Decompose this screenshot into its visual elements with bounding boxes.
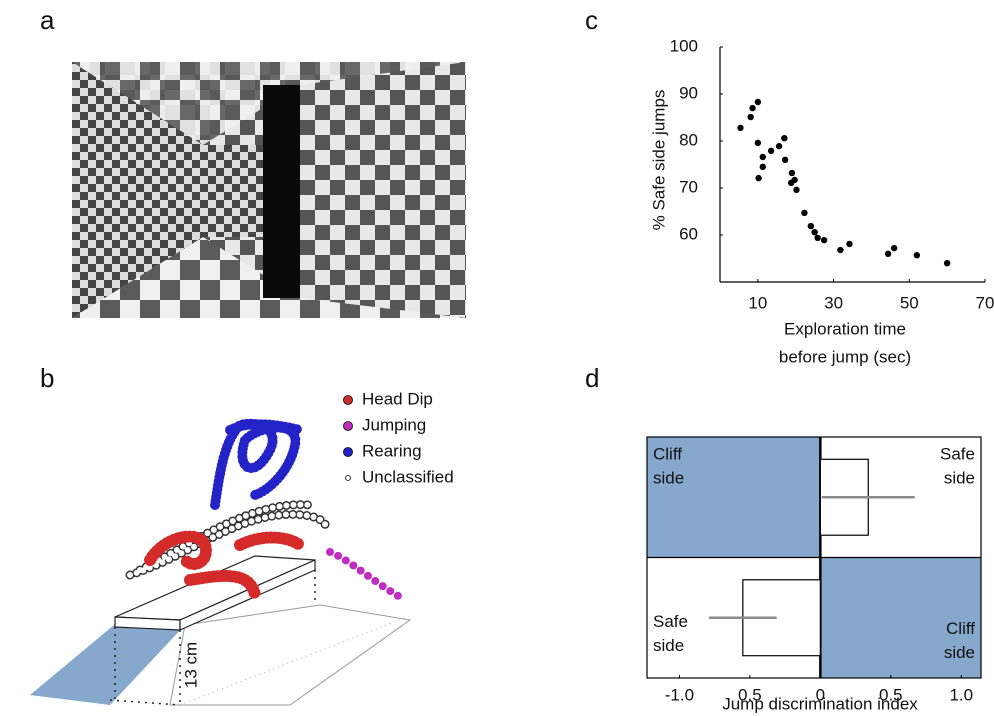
quadrant-label: side bbox=[944, 468, 975, 487]
legend-label: Unclassified bbox=[362, 467, 454, 486]
corridor-image bbox=[72, 62, 466, 318]
quadrant-label: side bbox=[653, 636, 684, 655]
quadrant-label: side bbox=[653, 468, 684, 487]
y-tick-label: 80 bbox=[679, 130, 698, 149]
point bbox=[793, 186, 800, 194]
point bbox=[820, 236, 828, 244]
point bbox=[759, 163, 766, 171]
quadrant-label: Cliff bbox=[653, 444, 682, 463]
quadrant-label: Safe bbox=[940, 444, 975, 463]
panel-label: c bbox=[585, 5, 598, 35]
point bbox=[754, 98, 762, 106]
x-tick-label: -1.0 bbox=[665, 685, 694, 704]
legend-marker bbox=[343, 447, 353, 457]
point bbox=[781, 156, 789, 163]
panel-label: d bbox=[585, 363, 599, 393]
point bbox=[788, 169, 796, 177]
point bbox=[943, 260, 951, 267]
y-tick-label: 60 bbox=[679, 224, 698, 243]
x-axis-label: Jump discrimination index bbox=[722, 694, 918, 713]
point bbox=[767, 147, 775, 155]
legend-label: Rearing bbox=[362, 441, 422, 460]
x-tick-label: 0.5 bbox=[738, 685, 762, 704]
legend-label: Jumping bbox=[362, 415, 426, 434]
point bbox=[846, 240, 853, 248]
panel-label: b bbox=[40, 363, 54, 393]
quadrant-label: Safe bbox=[653, 612, 688, 631]
x-tick-label: 1.0 bbox=[949, 685, 973, 704]
x-tick-label: 70 bbox=[976, 293, 994, 312]
x-tick-label: 30 bbox=[824, 293, 843, 312]
panel-label: a bbox=[40, 5, 55, 35]
point bbox=[749, 104, 756, 112]
x-tick-label: 0.5 bbox=[879, 685, 903, 704]
point bbox=[801, 209, 808, 217]
quadrant-label: Cliff bbox=[946, 619, 975, 638]
point bbox=[890, 244, 898, 252]
point bbox=[791, 176, 798, 184]
trajectory-illustration: 13 cm bbox=[30, 418, 412, 706]
legend-label: Head Dip bbox=[362, 389, 433, 408]
legend-marker bbox=[343, 421, 353, 431]
legend-marker bbox=[345, 475, 351, 481]
y-tick-label: 100 bbox=[670, 36, 698, 55]
point bbox=[754, 139, 762, 147]
x-tick-label: 0 bbox=[816, 685, 825, 704]
point bbox=[747, 113, 754, 121]
point bbox=[737, 124, 744, 132]
x-tick-label: 10 bbox=[748, 293, 767, 312]
legend-marker bbox=[343, 395, 353, 405]
point bbox=[807, 222, 815, 230]
point bbox=[913, 252, 921, 259]
y-tick-label: 70 bbox=[679, 177, 698, 196]
y-axis-label: % Safe side jumps bbox=[649, 90, 668, 231]
point bbox=[811, 228, 818, 236]
shade-quadrant bbox=[820, 557, 981, 678]
point bbox=[837, 246, 844, 254]
point bbox=[781, 134, 788, 142]
x-axis-label: before jump (sec) bbox=[779, 347, 911, 366]
point bbox=[884, 250, 892, 257]
quadrant-label: side bbox=[944, 643, 975, 662]
point bbox=[759, 153, 766, 161]
point bbox=[755, 174, 762, 182]
point bbox=[775, 142, 783, 150]
y-tick-label: 90 bbox=[679, 83, 698, 102]
height-annotation: 13 cm bbox=[181, 642, 200, 688]
point bbox=[814, 234, 821, 242]
shade-quadrant bbox=[647, 437, 821, 558]
x-tick-label: 50 bbox=[900, 293, 919, 312]
x-axis-label: Exploration time bbox=[784, 319, 906, 338]
